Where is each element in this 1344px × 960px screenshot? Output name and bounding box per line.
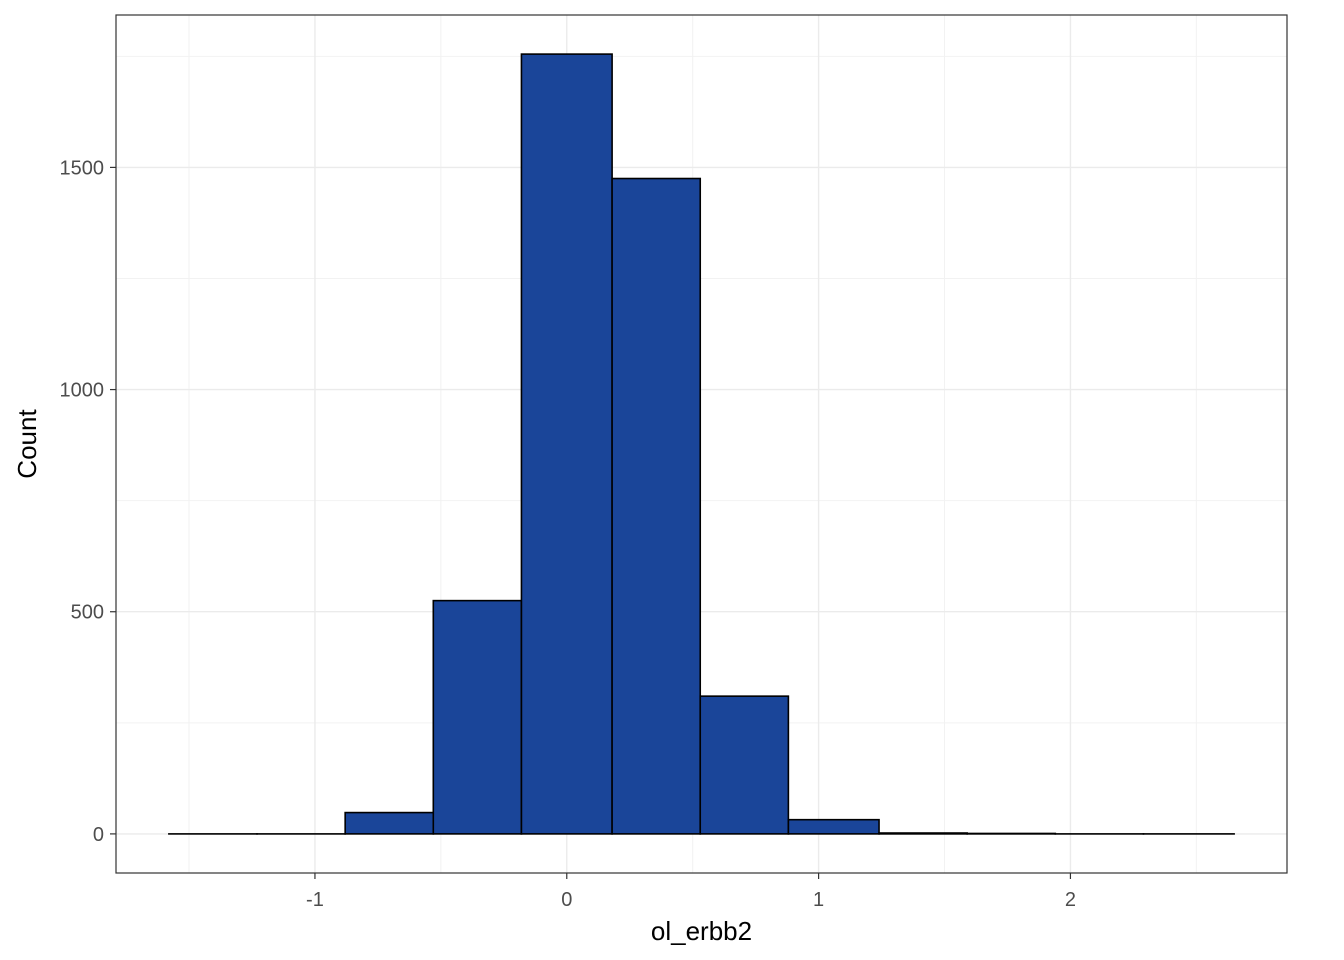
histogram-bars bbox=[168, 53, 1235, 835]
y-tick-label: 1000 bbox=[60, 380, 105, 402]
y-axis-title: Count bbox=[12, 409, 42, 479]
x-tick-label: -1 bbox=[306, 889, 324, 911]
y-tick-label: 0 bbox=[93, 824, 104, 846]
histogram-bar bbox=[878, 832, 968, 835]
x-tick-label: 2 bbox=[1065, 889, 1076, 911]
y-axis: 0 500 1000 1500 bbox=[60, 157, 116, 846]
plot-panel-border bbox=[115, 14, 1288, 874]
y-tick-label: 500 bbox=[71, 602, 104, 624]
histogram-bar bbox=[344, 811, 435, 835]
x-axis-title: ol_erbb2 bbox=[651, 916, 752, 946]
histogram-bar bbox=[520, 53, 613, 835]
y-tick-label: 1500 bbox=[60, 157, 105, 179]
x-axis: -1 0 1 2 bbox=[306, 873, 1076, 911]
histogram-bar bbox=[699, 695, 790, 835]
histogram-bar bbox=[432, 599, 523, 835]
x-tick-label: 1 bbox=[813, 889, 824, 911]
x-tick-label: 0 bbox=[561, 889, 572, 911]
histogram-bar bbox=[611, 177, 702, 835]
histogram-bar bbox=[787, 818, 880, 835]
